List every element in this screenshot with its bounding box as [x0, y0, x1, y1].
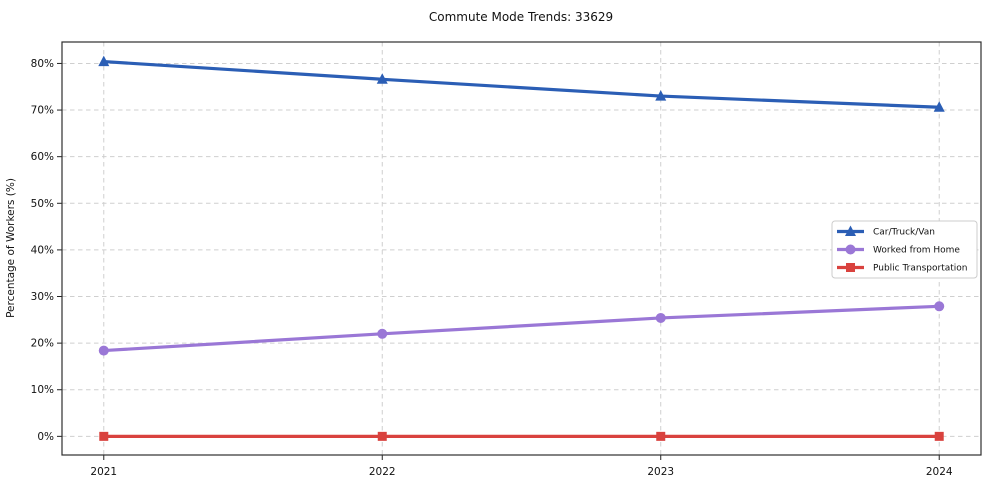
plot-area: 0% 10% 20% 30% 40% 50% 60% 70% 80% 2021 2022 2023 20…	[31, 41, 982, 478]
marker-car-truck-van-2024	[933, 101, 945, 112]
marker-worked-from-home-2022	[377, 328, 388, 339]
y-tick-label: 0%	[37, 431, 54, 443]
series-line-car-truck-van	[103, 59, 940, 109]
plot-border	[61, 41, 982, 456]
x-tick-label: 2022	[369, 466, 396, 478]
series-line-worked-from-home	[103, 304, 940, 353]
chart-title: Commute Mode Trends: 33629	[429, 10, 613, 24]
marker-public-transportation-2024	[934, 431, 944, 441]
y-tick-label: 70%	[31, 105, 54, 117]
marker-car-truck-van-2021	[98, 55, 110, 67]
x-tick-label: 2023	[647, 466, 674, 478]
legend-box	[831, 220, 978, 279]
legend-label-worked-from-home: Worked from Home	[873, 246, 960, 256]
marker-worked-from-home-2021	[98, 345, 109, 356]
x-tick-label: 2024	[926, 466, 953, 478]
legend-label-public-transportation: Public Transportation	[873, 264, 967, 274]
legend: Car/Truck/Van Worked from Home Public Tran…	[831, 220, 978, 279]
y-tick-label: 50%	[31, 198, 54, 210]
marker-public-transportation-2022	[377, 431, 387, 441]
y-tick-label: 30%	[31, 291, 54, 303]
y-tick-label: 10%	[31, 384, 54, 396]
y-axis-label: Percentage of Workers (%)	[5, 178, 17, 318]
marker-worked-from-home-2024	[934, 301, 945, 312]
legend-label-car-truck-van: Car/Truck/Van	[873, 228, 935, 238]
y-tick-label: 20%	[31, 338, 54, 350]
marker-worked-from-home-2023	[655, 312, 666, 323]
legend-marker-car-truck-van	[845, 225, 856, 236]
y-tick-label: 60%	[31, 151, 54, 163]
marker-car-truck-van-2022	[376, 73, 388, 84]
legend-marker-worked-from-home	[845, 244, 856, 255]
y-tick-label: 80%	[31, 58, 54, 70]
marker-public-transportation-2021	[99, 431, 109, 441]
marker-car-truck-van-2023	[655, 90, 667, 101]
y-tick-label: 40%	[31, 244, 54, 256]
x-tick-label: 2021	[90, 466, 117, 478]
marker-public-transportation-2023	[656, 431, 666, 441]
legend-marker-public-transportation	[846, 263, 855, 272]
